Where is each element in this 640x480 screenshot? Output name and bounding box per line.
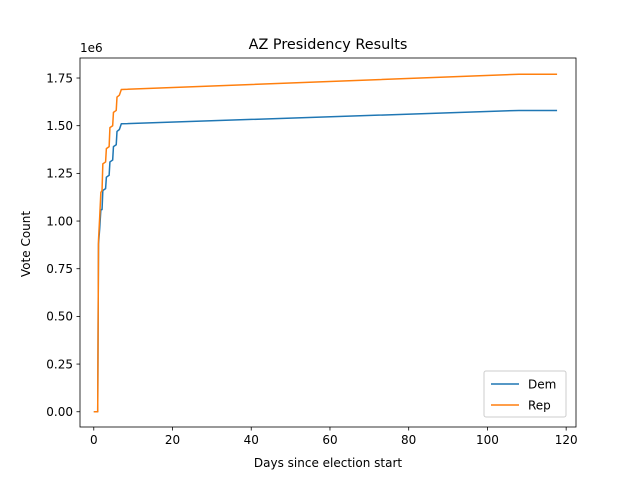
y-tick-label: 0.75 [46,262,73,276]
x-tick-label: 120 [555,433,578,447]
x-tick-label: 20 [165,433,180,447]
y-axis-offset-label: 1e6 [80,41,103,55]
x-tick-label: 0 [90,433,98,447]
legend-label-dem: Dem [528,377,556,391]
x-tick-label: 40 [244,433,259,447]
y-axis: 0.00 0.25 0.50 0.75 1.00 1.25 1.50 1.75 [46,71,80,419]
series-line-rep [93,73,558,413]
x-axis-label: Days since election start [254,456,402,470]
chart-title: AZ Presidency Results [249,37,408,53]
y-tick-label: 0.00 [46,405,73,419]
x-tick-label: 80 [401,433,416,447]
y-tick-label: 1.00 [46,214,73,228]
plot-area [79,57,577,428]
y-tick-label: 1.25 [46,167,73,181]
x-tick-label: 100 [476,433,499,447]
y-tick-label: 0.50 [46,310,73,324]
y-tick-label: 0.25 [46,357,73,371]
y-tick-label: 1.75 [46,71,73,85]
axes-frame [79,57,577,428]
y-tick-label: 1.50 [46,119,73,133]
x-axis: 0 20 40 60 80 100 120 [90,427,578,447]
x-tick-label: 60 [322,433,337,447]
y-axis-label: Vote Count [19,211,33,277]
legend: Dem Rep [483,370,567,418]
series-layer [93,73,558,413]
legend-label-rep: Rep [528,398,551,412]
